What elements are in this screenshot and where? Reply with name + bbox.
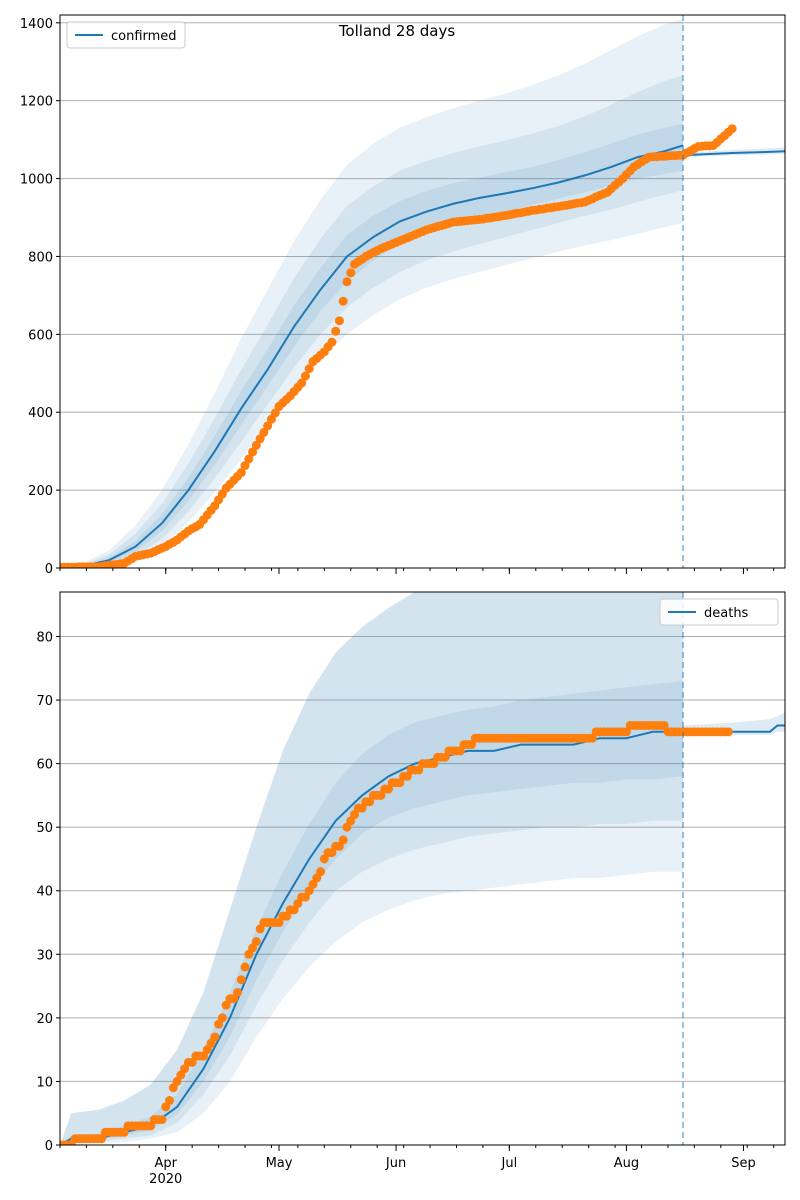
y-tick-label: 80 <box>36 630 53 645</box>
observed-point <box>327 337 337 347</box>
observed-point <box>316 867 326 877</box>
model-line <box>60 144 684 568</box>
uncertainty-band-1 <box>60 681 683 1145</box>
observed-point <box>217 1013 227 1023</box>
observed-point <box>727 124 737 134</box>
observed-point <box>248 447 258 457</box>
y-tick-label: 800 <box>28 250 53 265</box>
observed-point <box>210 1032 220 1042</box>
y-tick-label: 1400 <box>20 17 53 32</box>
y-tick-label: 0 <box>45 562 53 577</box>
x-tick-label: May <box>266 1156 293 1171</box>
legend: confirmed <box>66 21 186 49</box>
projection-line <box>682 150 785 157</box>
observed-point <box>342 277 352 287</box>
plot-area <box>60 18 785 568</box>
y-tick-label: 0 <box>45 1139 53 1154</box>
x-tick-label: Jun <box>385 1156 406 1171</box>
observed-point <box>338 296 348 306</box>
uncertainty-band-2 <box>60 592 683 1145</box>
y-tick-label: 600 <box>28 328 53 343</box>
observed-point <box>232 987 242 997</box>
observed-point <box>331 326 341 336</box>
observed-point <box>304 364 314 374</box>
uncertainty-band-3 <box>60 592 683 1145</box>
figure-title: Tolland 28 days <box>338 22 456 40</box>
legend-label: confirmed <box>111 29 177 44</box>
observed-point <box>236 468 246 478</box>
observed-point <box>297 378 307 388</box>
observed-point <box>334 316 344 326</box>
uncertainty-band-3 <box>60 18 683 568</box>
observed-point <box>251 440 261 450</box>
plot-area <box>60 592 785 1145</box>
legend-label: deaths <box>704 606 749 621</box>
observed-point <box>244 454 254 464</box>
x-year-label: 2020 <box>149 1172 182 1187</box>
observed-point <box>723 727 733 737</box>
y-tick-label: 40 <box>36 885 53 900</box>
observed-point <box>263 421 273 431</box>
x-tick-label: Apr <box>154 1156 177 1171</box>
y-tick-label: 1000 <box>20 173 53 188</box>
observed-point <box>346 268 356 278</box>
observed-point <box>236 975 246 985</box>
confirmed-chart-panel: 0 200 400 600 800 1000 1200 1400 confirmed <box>20 14 786 577</box>
y-tick-label: 20 <box>36 1012 53 1027</box>
legend-box <box>659 598 779 626</box>
y-tick-label: 10 <box>36 1075 53 1090</box>
legend-box <box>66 21 186 49</box>
observed-point <box>300 371 310 381</box>
observed-point <box>338 835 348 845</box>
y-tick-label: 50 <box>36 821 53 836</box>
y-tick-label: 30 <box>36 948 53 963</box>
x-tick-label: Aug <box>614 1156 639 1171</box>
x-tick-label: Jul <box>501 1156 518 1171</box>
legend: deaths <box>659 598 779 626</box>
observed-points <box>60 720 733 1145</box>
observed-point <box>165 1096 175 1106</box>
uncertainty-band-1 <box>60 124 683 568</box>
observed-point <box>251 937 261 947</box>
y-tick-label: 400 <box>28 406 53 421</box>
axes-frame <box>59 14 786 569</box>
y-tick-label: 1200 <box>20 95 53 110</box>
observed-point <box>240 461 250 471</box>
x-tick-label: Sep <box>731 1156 756 1171</box>
y-tick-label: 70 <box>36 694 53 709</box>
axes-frame <box>59 591 786 1146</box>
observed-point <box>240 962 250 972</box>
uncertainty-band-2 <box>60 75 683 568</box>
observed-point <box>157 1115 167 1125</box>
observed-point <box>259 427 269 437</box>
y-tick-label: 200 <box>28 484 53 499</box>
observed-points <box>60 124 737 568</box>
observed-point <box>270 408 280 418</box>
deaths-chart-panel: 0 10 20 30 40 50 60 70 80 Apr May Jun Jul Aug Sep 2020 d… <box>36 591 786 1187</box>
y-tick-label: 60 <box>36 758 53 773</box>
